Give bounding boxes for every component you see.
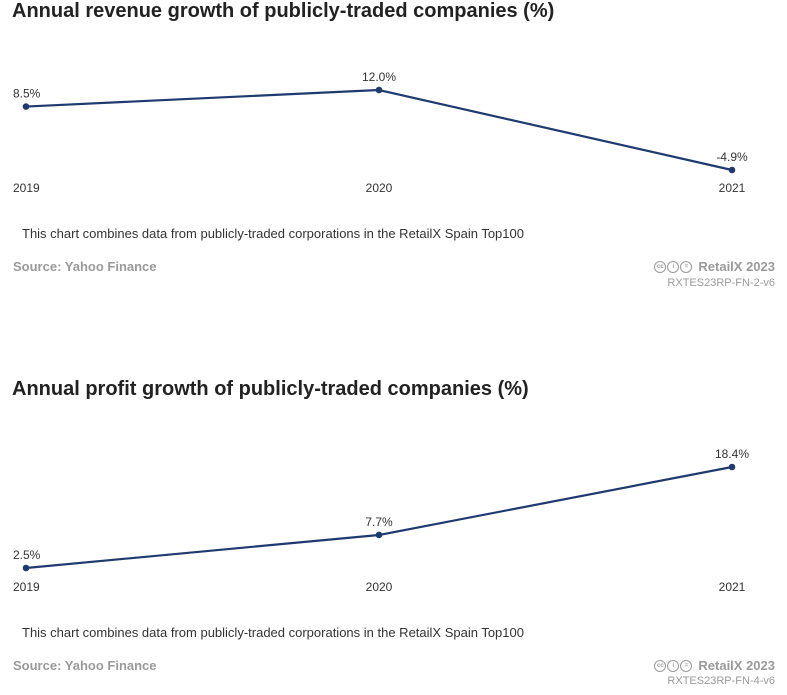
chart-note: This chart combines data from publicly-t…	[22, 226, 524, 241]
x-tick-label: 2019	[13, 580, 40, 594]
x-tick-label: 2021	[719, 181, 746, 195]
revenue-line-chart: 8.5% 2019 12.0% 2020 -4.9% 2021	[13, 70, 748, 195]
attribution-icon: i	[667, 659, 680, 672]
chart-source: Source: Yahoo Finance	[13, 259, 157, 274]
brand-label: RetailX 2023	[698, 658, 775, 673]
attribution-icon: i	[667, 260, 680, 273]
x-tick-label: 2020	[366, 181, 393, 195]
creative-commons-icon: cc	[654, 260, 667, 273]
chart-source: Source: Yahoo Finance	[13, 658, 157, 673]
data-point	[22, 564, 30, 572]
x-tick-label: 2020	[366, 580, 393, 594]
brand-label: RetailX 2023	[698, 259, 775, 274]
license-icons: cc i =	[654, 260, 693, 273]
data-label: 12.0%	[362, 70, 396, 84]
no-derivatives-icon: =	[680, 260, 693, 273]
data-label: 8.5%	[13, 87, 41, 101]
x-tick-label: 2019	[13, 181, 40, 195]
data-point	[375, 531, 383, 539]
data-point	[375, 86, 383, 94]
series-line	[25, 88, 733, 172]
chart-code: RXTES23RP-FN-4-v6	[667, 675, 775, 687]
license-icons: cc i =	[654, 659, 693, 672]
chart-code: RXTES23RP-FN-2-v6	[667, 277, 775, 289]
x-tick-label: 2021	[719, 580, 746, 594]
brand-credit: cc i = RetailX 2023	[654, 259, 775, 274]
brand-credit: cc i = RetailX 2023	[654, 658, 775, 673]
creative-commons-icon: cc	[654, 659, 667, 672]
profit-chart-panel: Annual profit growth of publicly-traded …	[0, 375, 787, 695]
chart-title: Annual revenue growth of publicly-traded…	[12, 0, 555, 22]
data-label: -4.9%	[716, 150, 748, 164]
data-point	[728, 166, 736, 174]
data-point	[22, 103, 30, 110]
chart-note: This chart combines data from publicly-t…	[22, 625, 524, 640]
revenue-chart-panel: Annual revenue growth of publicly-traded…	[0, 0, 787, 300]
data-label: 18.4%	[715, 447, 749, 461]
profit-line-chart: 2.5% 2019 7.7% 2020 18.4% 2021	[13, 447, 749, 594]
chart-title: Annual profit growth of publicly-traded …	[12, 378, 529, 400]
data-label: 2.5%	[13, 548, 41, 562]
data-point	[728, 463, 736, 471]
no-derivatives-icon: =	[680, 659, 693, 672]
data-label: 7.7%	[365, 515, 393, 529]
